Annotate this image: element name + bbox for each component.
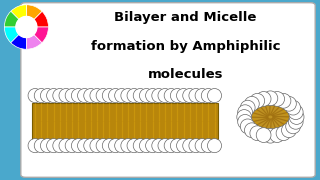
Wedge shape [4,11,19,27]
Ellipse shape [152,89,166,103]
Ellipse shape [84,89,98,103]
Ellipse shape [127,89,141,103]
Ellipse shape [201,89,215,103]
Ellipse shape [282,96,296,111]
Wedge shape [11,34,26,49]
Wedge shape [26,5,42,20]
Ellipse shape [84,139,98,153]
Ellipse shape [140,139,154,153]
Ellipse shape [127,139,141,153]
Ellipse shape [121,139,135,153]
Ellipse shape [90,139,104,153]
Ellipse shape [102,89,116,103]
Ellipse shape [59,139,73,153]
Wedge shape [34,11,48,27]
Ellipse shape [288,114,303,129]
Ellipse shape [71,139,85,153]
Ellipse shape [195,139,209,153]
Ellipse shape [77,89,92,103]
Ellipse shape [34,139,48,153]
Wedge shape [4,27,19,43]
Ellipse shape [47,139,61,153]
Ellipse shape [256,128,271,142]
Ellipse shape [170,139,184,153]
Ellipse shape [289,110,304,124]
Ellipse shape [71,89,85,103]
Ellipse shape [40,139,54,153]
Ellipse shape [96,139,110,153]
Ellipse shape [146,139,160,153]
Bar [32,103,218,139]
Ellipse shape [28,139,42,153]
Ellipse shape [286,100,300,115]
Ellipse shape [240,119,255,134]
Ellipse shape [276,126,291,141]
Ellipse shape [65,89,79,103]
Ellipse shape [47,89,61,103]
Ellipse shape [133,139,147,153]
Ellipse shape [189,89,203,103]
Ellipse shape [34,89,48,103]
Ellipse shape [102,139,116,153]
Ellipse shape [270,128,284,142]
Ellipse shape [250,126,265,141]
Ellipse shape [183,139,197,153]
Ellipse shape [170,89,184,103]
Ellipse shape [238,114,252,129]
Ellipse shape [238,105,252,120]
Ellipse shape [96,89,110,103]
Text: formation by Amphiphilic: formation by Amphiphilic [91,40,280,53]
Wedge shape [34,27,48,43]
Ellipse shape [152,139,166,153]
Ellipse shape [195,89,209,103]
Ellipse shape [28,89,42,103]
Ellipse shape [77,139,92,153]
Ellipse shape [115,89,129,103]
Ellipse shape [108,139,123,153]
Ellipse shape [288,105,303,120]
Text: Bilayer and Micelle: Bilayer and Micelle [115,11,257,24]
Ellipse shape [189,139,203,153]
FancyBboxPatch shape [21,3,315,177]
Ellipse shape [244,96,297,138]
Text: molecules: molecules [148,68,223,81]
Ellipse shape [201,139,215,153]
Ellipse shape [164,139,178,153]
Ellipse shape [237,110,252,124]
Ellipse shape [256,92,271,106]
Ellipse shape [146,89,160,103]
Ellipse shape [133,89,147,103]
Ellipse shape [207,139,221,153]
Ellipse shape [177,139,191,153]
Wedge shape [11,5,26,20]
Ellipse shape [270,92,284,106]
Ellipse shape [286,119,300,134]
Circle shape [16,16,37,38]
Ellipse shape [158,139,172,153]
Ellipse shape [115,139,129,153]
Ellipse shape [59,89,73,103]
Ellipse shape [263,91,278,106]
Ellipse shape [164,89,178,103]
Ellipse shape [183,89,197,103]
Ellipse shape [90,89,104,103]
Ellipse shape [244,123,259,138]
Ellipse shape [282,123,296,138]
Ellipse shape [250,93,265,108]
Ellipse shape [53,89,67,103]
Ellipse shape [207,89,221,103]
Ellipse shape [53,139,67,153]
Ellipse shape [244,96,259,111]
Ellipse shape [40,89,54,103]
Ellipse shape [177,89,191,103]
Ellipse shape [158,89,172,103]
Ellipse shape [240,100,255,115]
Ellipse shape [121,89,135,103]
Ellipse shape [65,139,79,153]
Ellipse shape [276,93,291,108]
Ellipse shape [263,128,278,143]
Wedge shape [26,34,42,49]
Ellipse shape [108,89,123,103]
Ellipse shape [140,89,154,103]
